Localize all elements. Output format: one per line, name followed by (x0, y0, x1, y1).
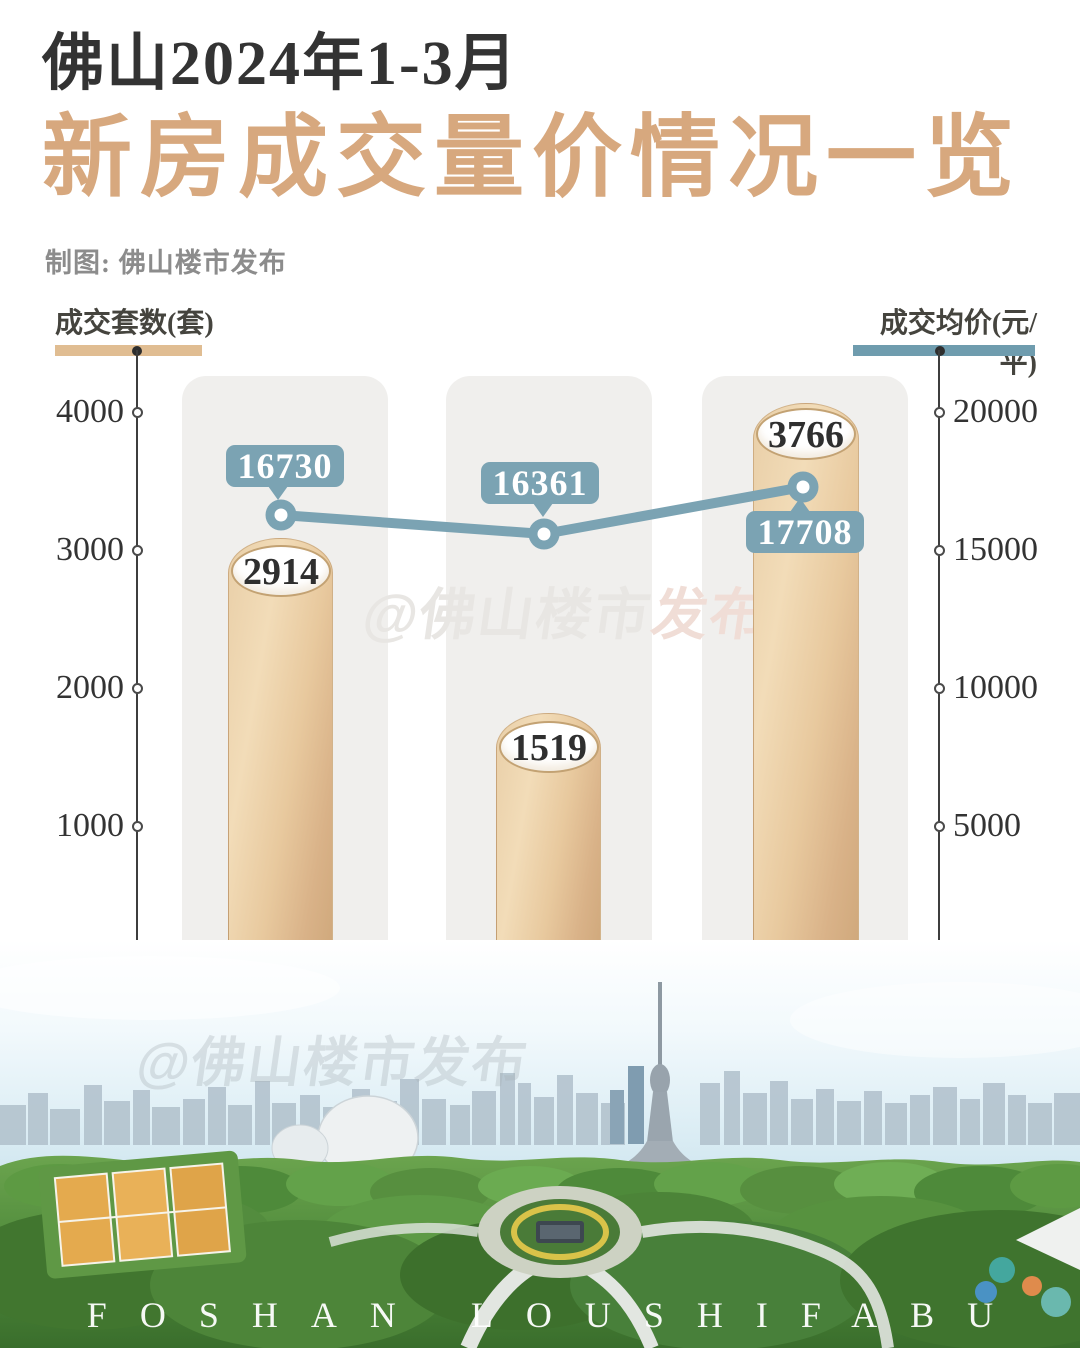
left-tick-2000: 2000 (56, 669, 124, 706)
tick-marker (934, 683, 945, 694)
left-tick-1000: 1000 (56, 807, 124, 844)
cloud (790, 982, 1080, 1058)
left-axis-title: 成交套数(套) (55, 308, 214, 339)
right-tick-15000: 15000 (953, 531, 1038, 568)
footer-brand-text: FOSHAN LOUSHIFABU (86, 1295, 1027, 1335)
right-tick-5000: 5000 (953, 807, 1021, 844)
left-tick-4000: 4000 (56, 393, 124, 430)
page-title-line2: 新房成交量价情况一览 (42, 109, 1022, 208)
city-photo-illustration (0, 940, 1080, 1348)
cloud (0, 956, 340, 1020)
tick-marker (132, 545, 143, 556)
right-tick-10000: 10000 (953, 669, 1038, 706)
price-badge-feb: 16361 (481, 462, 599, 504)
tick-marker (934, 545, 945, 556)
right-tick-20000: 20000 (953, 393, 1038, 430)
bar-value-jan: 2914 (231, 545, 331, 597)
badge-tail (268, 486, 288, 500)
sports-courts (38, 1150, 247, 1279)
right-axis-origin-dot (935, 346, 945, 356)
badge-tail (790, 498, 810, 512)
price-badge-jan: 16730 (226, 445, 344, 487)
city-photo: @佛山楼市发布 FOSHAN LOUSHIFABU (0, 940, 1080, 1348)
right-axis-title: 成交均价(元/平) (879, 308, 1037, 379)
left-legend-bar (55, 345, 202, 356)
right-axis-line (938, 350, 940, 964)
tv-tower-icon (621, 982, 699, 1165)
bar-value-feb: 1519 (499, 721, 599, 773)
tick-marker (132, 821, 143, 832)
tick-marker (132, 407, 143, 418)
photo-watermark: @佛山楼市发布 (133, 1033, 533, 1093)
left-axis-line (136, 350, 138, 964)
tick-marker (132, 683, 143, 694)
central-plaza (478, 1186, 642, 1278)
skyscraper (628, 1066, 644, 1144)
credit-line: 制图: 佛山楼市发布 (45, 248, 287, 278)
page-title-line1: 佛山2024年1-3月 (42, 30, 519, 98)
price-badge-mar: 17708 (746, 511, 864, 553)
badge-tail (533, 503, 553, 517)
tick-marker (934, 407, 945, 418)
playground (975, 1208, 1080, 1317)
left-tick-3000: 3000 (56, 531, 124, 568)
chart-watermark: @佛山楼市发布 (358, 570, 774, 651)
bar-2024-03 (753, 403, 859, 965)
chart-watermark-main: @佛山楼市 (359, 583, 657, 646)
bar-2024-01 (228, 538, 333, 965)
skyscraper (610, 1090, 624, 1144)
bar-value-mar: 3766 (756, 408, 856, 460)
tick-marker (934, 821, 945, 832)
